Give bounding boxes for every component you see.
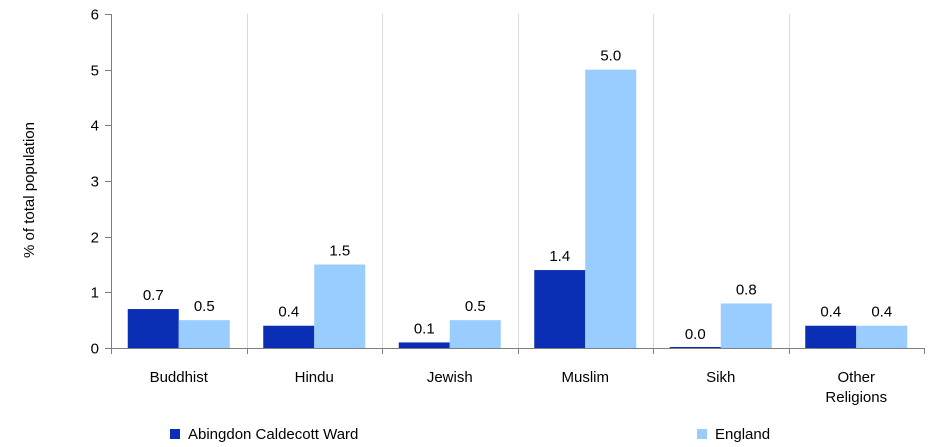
data-label: 0.5 xyxy=(194,298,215,315)
y-tick-label: 4 xyxy=(91,118,99,135)
data-label: 0.1 xyxy=(414,320,435,337)
data-label: 0.4 xyxy=(278,304,299,321)
legend: Abingdon Caldecott Ward England xyxy=(170,426,770,443)
category-label: Hindu xyxy=(295,369,334,386)
bar-ward xyxy=(127,309,179,348)
y-tick-labels: 0 1 2 3 4 5 6 xyxy=(91,7,99,358)
y-tick-label: 0 xyxy=(91,341,99,358)
legend-label: England xyxy=(715,426,770,443)
y-tick-label: 1 xyxy=(91,285,99,302)
y-tick-label: 5 xyxy=(91,63,99,80)
bars xyxy=(127,69,908,349)
category-label: Buddhist xyxy=(150,369,209,386)
grid-lines xyxy=(247,14,790,348)
y-tick-label: 6 xyxy=(91,7,99,24)
bar-england xyxy=(449,320,501,348)
data-labels: 0.7 0.5 0.4 1.5 0.1 0.5 1.4 5.0 0.0 0.8 0.4 0.4 xyxy=(143,48,892,343)
data-label: 1.4 xyxy=(549,248,570,265)
legend-swatch xyxy=(697,429,707,439)
data-label: 0.5 xyxy=(465,298,486,315)
category-label: Muslim xyxy=(562,369,610,386)
bar-ward xyxy=(263,325,315,348)
axes xyxy=(105,14,925,354)
y-tick-label: 3 xyxy=(91,174,99,191)
bar-ward xyxy=(805,325,857,348)
category-label: Sikh xyxy=(706,369,735,386)
data-label: 1.5 xyxy=(329,243,350,260)
legend-label: Abingdon Caldecott Ward xyxy=(188,426,358,443)
bar-england xyxy=(856,325,908,348)
bar-england xyxy=(314,264,366,348)
bar-england xyxy=(585,69,637,349)
data-label: 0.0 xyxy=(685,326,706,343)
bar-ward xyxy=(398,342,450,348)
y-tick-label: 2 xyxy=(91,230,99,247)
category-label: Jewish xyxy=(427,369,473,386)
bar-england xyxy=(178,320,230,348)
category-labels: Buddhist Hindu Jewish Muslim Sikh Other Religi… xyxy=(150,369,888,406)
data-label: 0.4 xyxy=(871,304,892,321)
data-label: 0.7 xyxy=(143,287,164,304)
category-label: Other Religions xyxy=(825,369,887,406)
bar-england xyxy=(720,303,772,348)
bar-ward xyxy=(669,347,721,348)
bar-ward xyxy=(534,270,586,348)
legend-swatch xyxy=(170,429,180,439)
y-axis-title: % of total population xyxy=(21,122,38,258)
data-label: 5.0 xyxy=(600,48,621,65)
data-label: 0.4 xyxy=(820,304,841,321)
data-label: 0.8 xyxy=(736,281,757,298)
